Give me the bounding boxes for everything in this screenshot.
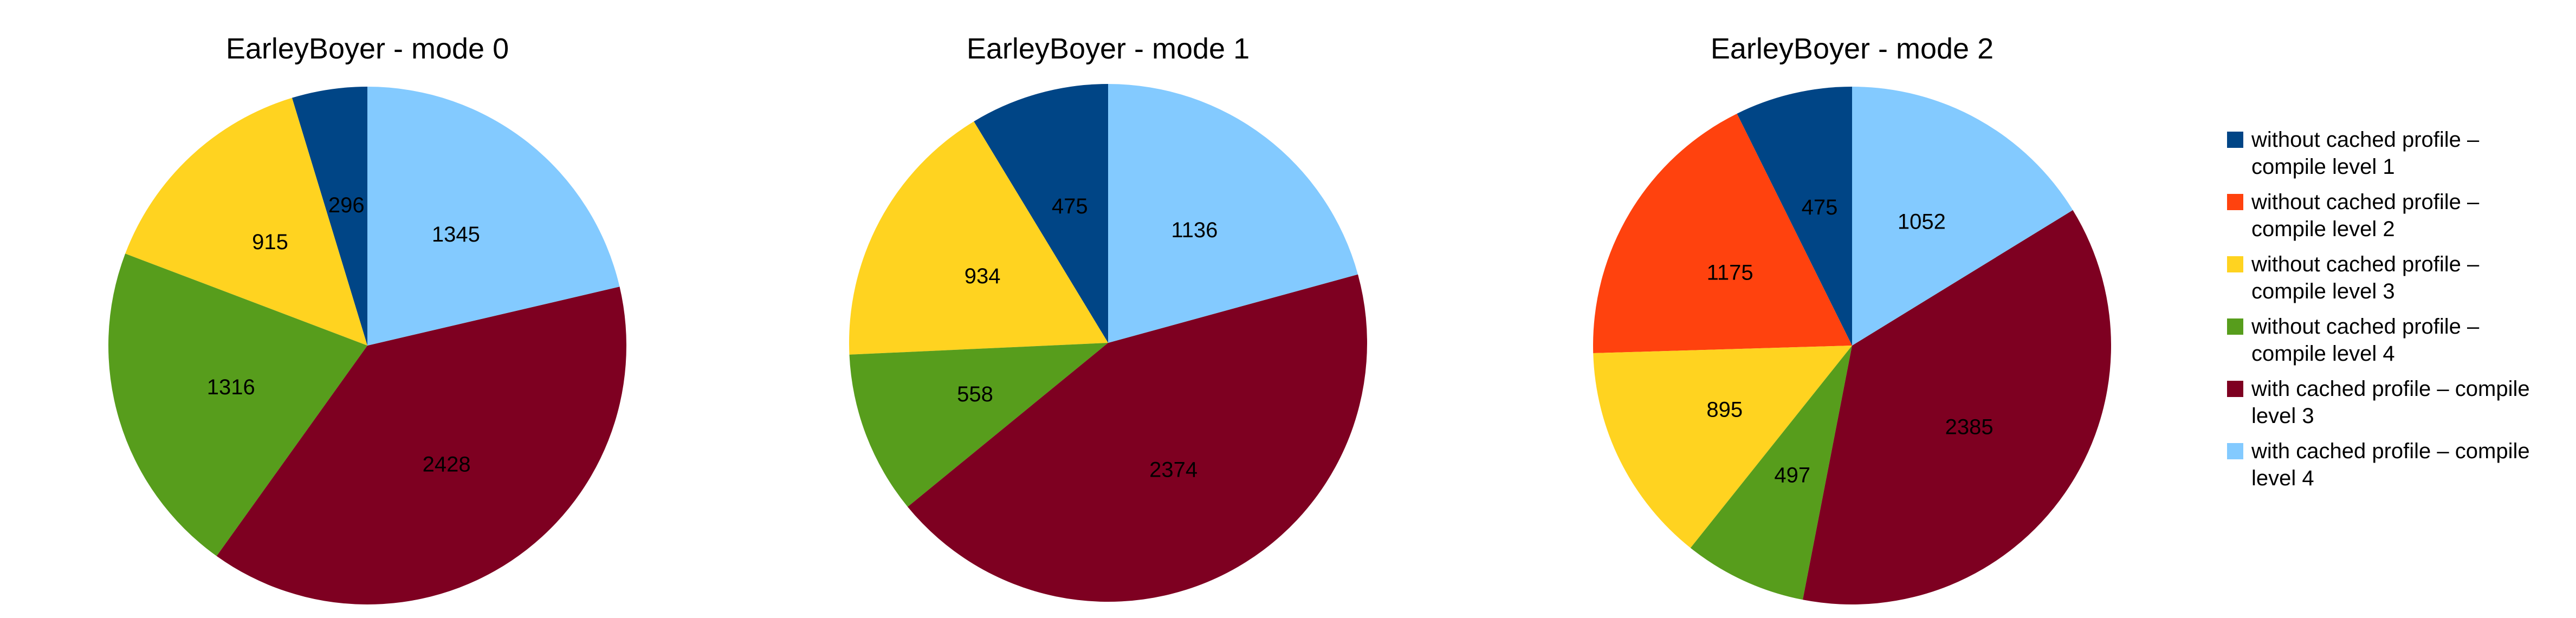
pie-slice: [1108, 84, 1358, 343]
pie-slice: [1737, 86, 1852, 346]
slice-value-label: 2428: [423, 453, 471, 477]
legend: without cached profile – compile level 1 w…: [2227, 128, 2530, 490]
slice-value-label: 1175: [1707, 261, 1753, 285]
legend-label: with cached profile – compile: [2251, 377, 2530, 401]
legend-label: compile level 1: [2251, 155, 2395, 179]
pie-slice: [849, 343, 1108, 507]
slice-value-label: 558: [957, 382, 993, 406]
legend-label: level 3: [2251, 404, 2314, 428]
slice-value-label: 895: [1706, 398, 1743, 422]
chart-title-mode-2: EarleyBoyer - mode 2: [1711, 32, 1994, 65]
legend-label: compile level 2: [2251, 217, 2395, 241]
slice-value-label: 497: [1774, 464, 1810, 487]
pie-slice: [125, 97, 367, 346]
pie-slice: [1593, 346, 1852, 548]
pie-slice: [108, 253, 367, 556]
slice-value-label: 1345: [432, 223, 480, 246]
pie-chart-mode-2: EarleyBoyer - mode 2 475 1175 895 497 2385 10…: [1593, 32, 2112, 605]
legend-label: compile level 4: [2251, 342, 2395, 366]
legend-swatch: [2227, 256, 2243, 272]
slice-value-label: 296: [328, 193, 365, 217]
legend-label: without cached profile –: [2251, 190, 2480, 214]
legend-label: without cached profile –: [2251, 128, 2480, 152]
legend-label: level 4: [2251, 466, 2314, 490]
pie-slice: [908, 274, 1367, 602]
pie-slice: [367, 87, 620, 346]
pie-slice: [849, 121, 1108, 355]
legend-label: without cached profile –: [2251, 252, 2480, 276]
slice-value-label: 2374: [1149, 458, 1198, 482]
slice-value-label: 475: [1802, 196, 1838, 219]
legend-swatch: [2227, 318, 2243, 335]
pie-slice: [1593, 113, 1852, 354]
slice-value-label: 2385: [1945, 415, 1994, 439]
pie-chart-mode-0: EarleyBoyer - mode 0 296 915 1316 2428 1345: [108, 32, 626, 604]
pie-slice: [292, 87, 367, 346]
slice-value-label: 1052: [1898, 210, 1946, 234]
legend-label: compile level 3: [2251, 279, 2395, 303]
slice-value-label: 934: [965, 264, 1001, 288]
legend-swatch: [2227, 194, 2243, 210]
legend-swatch: [2227, 381, 2243, 397]
legend-label: without cached profile –: [2251, 315, 2480, 339]
slice-value-label: 915: [252, 230, 288, 254]
slice-value-label: 475: [1052, 194, 1088, 218]
pie-slice: [1852, 86, 2073, 346]
pie-slice: [974, 84, 1108, 343]
legend-swatch: [2227, 132, 2243, 148]
pie-slice: [1803, 210, 2112, 605]
pie-slice: [216, 287, 626, 604]
slice-value-label: 1316: [207, 375, 255, 399]
legend-swatch: [2227, 443, 2243, 459]
pie-slice: [1690, 346, 1852, 600]
chart-title-mode-1: EarleyBoyer - mode 1: [967, 32, 1250, 65]
slice-value-label: 1136: [1171, 218, 1218, 242]
pie-chart-mode-1: EarleyBoyer - mode 1 475 934 558 2374 1136: [849, 32, 1367, 602]
chart-title-mode-0: EarleyBoyer - mode 0: [226, 32, 509, 65]
legend-label: with cached profile – compile: [2251, 439, 2530, 463]
